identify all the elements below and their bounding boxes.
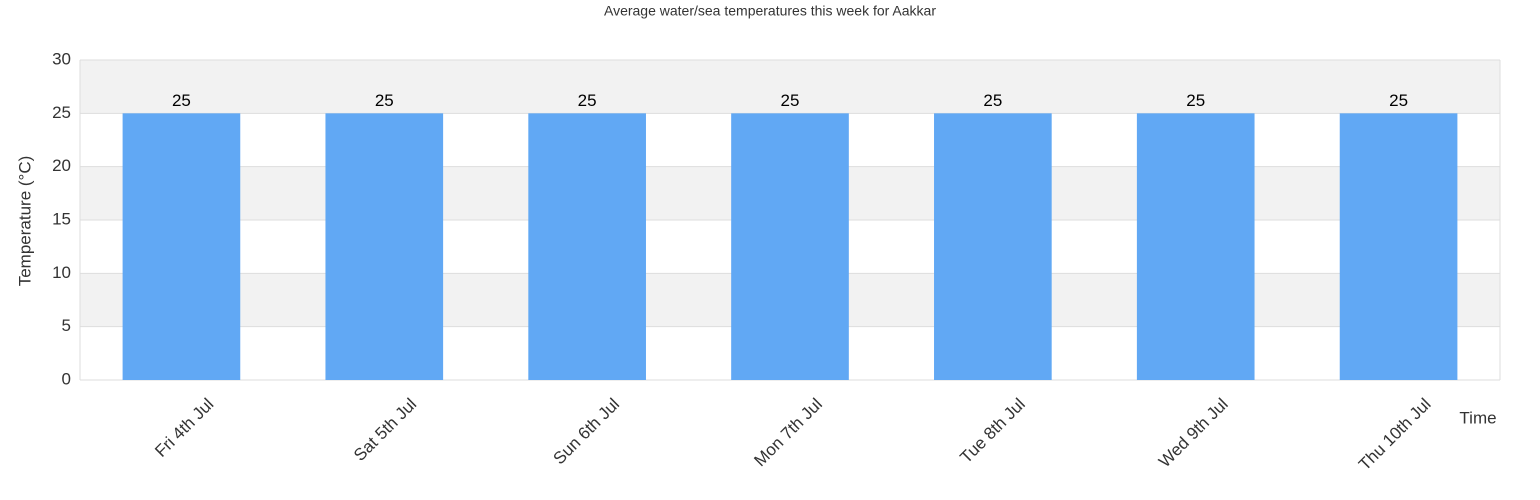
data-label: 25 (375, 91, 394, 110)
data-label: 25 (578, 91, 597, 110)
x-tick-label: Wed 9th Jul (1155, 395, 1232, 472)
x-tick-label: Sat 5th Jul (350, 395, 420, 465)
bar (528, 113, 646, 380)
x-tick-label: Mon 7th Jul (750, 395, 826, 471)
data-label: 25 (1186, 91, 1205, 110)
bar (325, 113, 444, 380)
y-tick-label: 20 (52, 156, 71, 175)
x-tick-label: Thu 10th Jul (1355, 395, 1435, 475)
bar (1136, 113, 1255, 380)
x-axis-title: Time (1459, 408, 1496, 427)
bar (731, 113, 849, 380)
x-tick-label: Sun 6th Jul (550, 395, 624, 469)
x-tick-label: Tue 8th Jul (956, 395, 1028, 467)
y-tick-label: 30 (52, 49, 71, 68)
x-tick-label: Fri 4th Jul (151, 395, 217, 461)
bar (122, 113, 241, 380)
data-label: 25 (983, 91, 1002, 110)
y-tick-label: 5 (62, 316, 71, 335)
grid-band (80, 60, 1500, 114)
data-label: 25 (172, 91, 191, 110)
data-label: 25 (781, 91, 800, 110)
bar (934, 113, 1052, 380)
bar (1339, 113, 1458, 380)
chart-title: Average water/sea temperatures this week… (604, 3, 936, 19)
y-tick-label: 10 (52, 263, 71, 282)
data-label: 25 (1389, 91, 1408, 110)
y-tick-label: 15 (52, 209, 71, 228)
y-tick-label: 25 (52, 103, 71, 122)
y-tick-label: 0 (62, 369, 71, 388)
y-axis-title: Temperature (°C) (15, 156, 34, 287)
